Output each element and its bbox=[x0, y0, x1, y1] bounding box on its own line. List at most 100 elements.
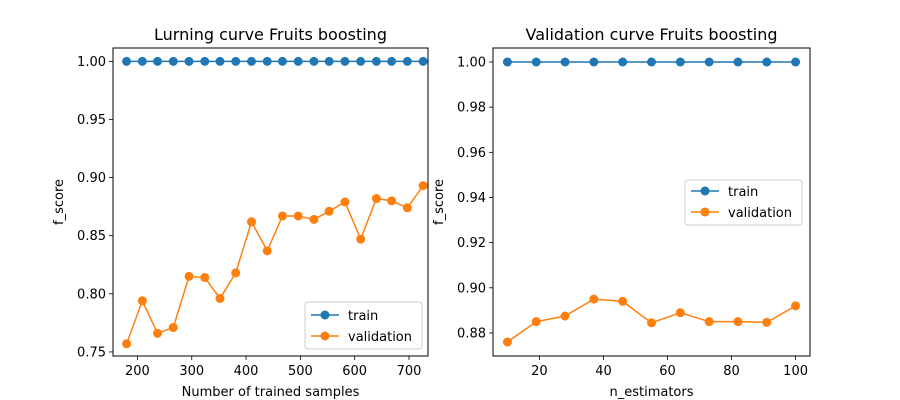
data-point-validation bbox=[618, 296, 628, 306]
x-tick-label: 60 bbox=[659, 364, 676, 379]
data-point-train bbox=[371, 56, 381, 66]
x-axis-label: Number of trained samples bbox=[182, 385, 360, 400]
x-tick-label: 20 bbox=[531, 364, 548, 379]
data-point-train bbox=[402, 56, 412, 66]
data-point-validation bbox=[340, 197, 350, 207]
y-tick-label: 0.92 bbox=[457, 236, 486, 251]
validation-curve-chart: Validation curve Fruits boosting 20 40 60 8… bbox=[432, 25, 811, 400]
x-tick-label: 400 bbox=[234, 364, 259, 379]
data-point-validation bbox=[791, 301, 801, 311]
x-axis-label: n_estimators bbox=[609, 385, 693, 400]
data-point-validation bbox=[387, 196, 397, 206]
data-point-validation bbox=[200, 273, 210, 283]
data-point-validation bbox=[371, 194, 381, 204]
data-point-validation bbox=[122, 339, 132, 349]
axis-ticks: 20 40 60 80 100 0.88 0.90 0.92 0.94 0.96 0.98 1.00 bbox=[457, 56, 808, 380]
legend-marker-train bbox=[700, 186, 710, 196]
data-point-validation bbox=[293, 211, 303, 221]
data-point-validation bbox=[675, 308, 685, 318]
chart-title: Validation curve Fruits boosting bbox=[526, 25, 778, 44]
data-point-train bbox=[531, 57, 541, 67]
data-point-train bbox=[262, 56, 272, 66]
data-point-train bbox=[618, 57, 628, 67]
y-tick-label: 0.94 bbox=[457, 191, 486, 206]
data-point-validation bbox=[589, 294, 599, 304]
data-point-validation bbox=[733, 317, 743, 327]
y-tick-label: 0.90 bbox=[457, 281, 486, 296]
chart-title: Lurning curve Fruits boosting bbox=[154, 25, 387, 44]
legend-marker-train bbox=[320, 310, 330, 320]
y-tick-label: 0.80 bbox=[77, 287, 106, 302]
data-point-train bbox=[589, 57, 599, 67]
plot-frame bbox=[492, 47, 811, 357]
data-point-train bbox=[215, 56, 225, 66]
x-tick-label: 80 bbox=[723, 364, 740, 379]
data-point-validation bbox=[531, 317, 541, 327]
data-point-train bbox=[387, 56, 397, 66]
data-point-train bbox=[791, 57, 801, 67]
data-point-train bbox=[153, 56, 163, 66]
data-point-train bbox=[340, 56, 350, 66]
legend-marker-validation bbox=[320, 331, 330, 341]
y-tick-label: 0.88 bbox=[457, 326, 486, 341]
data-point-validation bbox=[402, 203, 412, 213]
data-point-train bbox=[762, 57, 772, 67]
legend-box bbox=[304, 301, 423, 350]
legend: train validation bbox=[304, 301, 423, 350]
y-tick-label: 0.75 bbox=[77, 345, 106, 360]
x-tick-label: 200 bbox=[125, 364, 150, 379]
legend-label-train: train bbox=[348, 309, 378, 324]
legend: train validation bbox=[684, 179, 803, 226]
data-point-validation bbox=[309, 214, 319, 224]
x-tick-label: 500 bbox=[288, 364, 313, 379]
data-point-validation bbox=[215, 293, 225, 303]
y-tick-label: 1.00 bbox=[457, 56, 486, 71]
data-point-validation bbox=[762, 317, 772, 327]
data-point-train bbox=[200, 56, 210, 66]
data-point-validation bbox=[560, 311, 570, 321]
data-point-validation bbox=[168, 323, 178, 333]
x-tick-label: 40 bbox=[595, 364, 612, 379]
data-point-train bbox=[418, 56, 428, 66]
data-point-train bbox=[356, 56, 366, 66]
data-point-train bbox=[560, 57, 570, 67]
y-axis-label: f_score bbox=[52, 179, 67, 225]
legend-label-train: train bbox=[728, 185, 758, 200]
data-point-train bbox=[277, 56, 287, 66]
data-point-validation bbox=[231, 268, 241, 278]
y-tick-label: 0.98 bbox=[457, 101, 486, 116]
data-point-validation bbox=[324, 206, 334, 216]
data-point-train bbox=[704, 57, 714, 67]
data-point-train bbox=[647, 57, 656, 67]
y-tick-label: 0.96 bbox=[457, 146, 486, 161]
x-tick-label: 600 bbox=[342, 364, 367, 379]
legend-label-validation: validation bbox=[348, 330, 412, 345]
data-point-train bbox=[122, 56, 132, 66]
data-point-validation bbox=[502, 337, 512, 347]
y-tick-label: 1.00 bbox=[77, 55, 106, 70]
plot-marks bbox=[502, 57, 801, 347]
data-point-train bbox=[231, 56, 241, 66]
x-tick-label: 300 bbox=[179, 364, 204, 379]
data-point-train bbox=[324, 56, 334, 66]
data-point-train bbox=[733, 57, 743, 67]
data-point-train bbox=[246, 56, 256, 66]
plot-marks bbox=[122, 56, 428, 349]
data-point-validation bbox=[356, 234, 366, 244]
plot-frame bbox=[112, 47, 429, 357]
data-point-train bbox=[309, 56, 319, 66]
data-point-train bbox=[184, 56, 194, 66]
data-point-train bbox=[502, 57, 512, 67]
data-point-validation bbox=[184, 271, 194, 281]
y-tick-label: 0.85 bbox=[77, 229, 106, 244]
legend-marker-validation bbox=[700, 207, 710, 217]
data-point-validation bbox=[277, 211, 287, 221]
y-tick-label: 0.90 bbox=[77, 171, 106, 186]
legend-label-validation: validation bbox=[728, 206, 792, 221]
x-tick-label: 100 bbox=[783, 364, 808, 379]
data-point-validation bbox=[137, 296, 147, 306]
data-point-train bbox=[293, 56, 303, 66]
y-axis-label: f_score bbox=[432, 179, 447, 225]
data-point-validation bbox=[246, 217, 256, 227]
